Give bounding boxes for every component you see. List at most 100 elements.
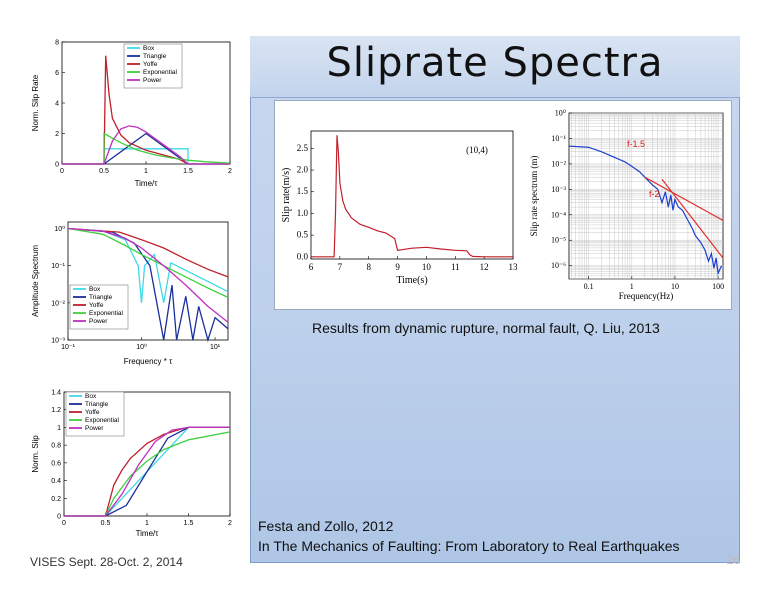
y-tick-label: 2.0 [297, 165, 309, 175]
series-line-power [62, 125, 230, 165]
legend-label-yoffe: Yoffe [89, 302, 104, 309]
legend-label-exponential: Exponential [143, 69, 178, 76]
y-tick-label: 10⁻² [551, 159, 566, 168]
x-tick-label: 2 [228, 168, 232, 175]
legend-label-yoffe: Yoffe [143, 61, 158, 68]
series-line-data [568, 145, 723, 276]
y-tick-label: 0.2 [51, 496, 61, 503]
caption-source-line2: In The Mechanics of Faulting: From Labor… [258, 538, 680, 554]
legend-label-power: Power [85, 425, 104, 432]
y-tick-label: 10⁻³ [51, 338, 65, 345]
y-tick-label: 1.5 [297, 186, 309, 196]
figure-dynamic-rupture: 6 7 8 9 10 11 12 13 0.0 0.5 1.0 1.5 2.0 2.5 Time(s) Sli… [274, 100, 732, 310]
y-tick-label: 10⁻³ [551, 185, 566, 194]
series-line-exponential [62, 132, 231, 165]
y-tick-label: 8 [55, 40, 59, 47]
y-tick-label: 0 [55, 162, 59, 169]
series-line-exponential [67, 227, 229, 298]
y-tick-label: 1.4 [51, 390, 61, 397]
x-tick-label: 0 [60, 168, 64, 175]
x-tick-label: 0.5 [101, 520, 111, 527]
chart-amplitude-spectrum: 10⁻¹ 10⁰ 10¹ 10⁻³ 10⁻² 10⁻¹ 10⁰ Frequency * τ Am… [31, 221, 229, 366]
caption-source-line1: Festa and Zollo, 2012 [258, 518, 394, 534]
x-tick-label: 6 [309, 262, 314, 272]
legend-label-exponential: Exponential [89, 310, 124, 317]
y-tick-label: 0.4 [51, 478, 61, 485]
x-tick-label: 9 [395, 262, 400, 272]
legend-label-triangle: Triangle [89, 294, 113, 301]
chart-slip-rate-functions: 0 0.5 1 1.5 2 0 2 4 6 8 Time/τ Norm. Slip Rate BoxTr… [31, 40, 232, 189]
legend-label-triangle: Triangle [143, 53, 167, 60]
x-tick-label: 1.5 [183, 168, 193, 175]
y-tick-label: 10⁰ [54, 225, 65, 233]
plot-frame [568, 112, 724, 280]
title-bar [250, 36, 740, 98]
x-axis-label: Frequency(Hz) [619, 291, 673, 301]
chart-slip-rate-time: 6 7 8 9 10 11 12 13 0.0 0.5 1.0 1.5 2.0 2.5 Time(s) Sli… [281, 130, 519, 286]
series-line-data [311, 135, 513, 258]
x-tick-label: 10¹ [210, 344, 221, 351]
x-tick-label: 0 [62, 520, 66, 527]
x-tick-label: 1 [144, 168, 148, 175]
y-axis-label: Norm. Slip [31, 435, 40, 473]
y-axis-label: Amplitude Spectrum [31, 245, 40, 317]
x-tick-label: 7 [338, 262, 343, 272]
y-tick-label: 1.2 [51, 407, 61, 414]
series-line-exponential [64, 431, 231, 517]
x-tick-label: 10 [671, 282, 679, 291]
series-line-f-2-fit [661, 178, 724, 259]
y-tick-label: 0 [57, 514, 61, 521]
x-tick-label: 13 [509, 262, 519, 272]
legend-label-power: Power [143, 77, 162, 84]
x-tick-label: 8 [366, 262, 371, 272]
y-axis-label: Slip rate(m/s) [281, 168, 292, 223]
chart-slip-functions: 0 0.5 1 1.5 2 0 0.2 0.4 0.6 0.8 1 1.2 1.4 Time/τ Norm.… [31, 390, 232, 539]
legend-label-box: Box [143, 45, 155, 52]
y-axis-label: Slip rate spectrum (m) [529, 156, 539, 237]
legend-box [123, 43, 183, 89]
annotation-f-2: f-2 [649, 189, 660, 199]
y-tick-label: 10⁻⁶ [551, 261, 566, 270]
legend-label-box: Box [89, 286, 101, 293]
y-tick-label: 2.5 [297, 143, 309, 153]
annotation-f-1-5: f-1.5 [627, 139, 645, 149]
y-tick-label: 10⁻⁵ [551, 236, 566, 245]
x-tick-label: 1 [145, 520, 149, 527]
y-tick-label: 6 [55, 70, 59, 77]
figure-slip-rate-functions: 0 0.5 1 1.5 2 0 2 4 6 8 Time/τ Norm. Slip Rate Box Tr… [28, 30, 238, 200]
legend-label-triangle: Triangle [85, 401, 109, 408]
y-tick-label: 0.0 [297, 251, 309, 261]
chart-annotation: (10,4) [466, 145, 488, 155]
y-tick-label: 0.5 [297, 230, 309, 240]
legend-label-power: Power [89, 318, 108, 325]
y-tick-label: 10⁻⁴ [551, 210, 566, 219]
x-tick-label: 0.5 [99, 168, 109, 175]
series-line-power [64, 426, 230, 517]
x-tick-label: 10 [422, 262, 432, 272]
x-axis-label: Time(s) [396, 275, 427, 286]
x-axis-label: Frequency * τ [124, 357, 173, 366]
x-tick-label: 10⁰ [136, 343, 147, 351]
y-tick-label: 10⁻² [51, 300, 65, 307]
x-tick-label: 2 [228, 520, 232, 527]
y-tick-label: 2 [55, 131, 59, 138]
x-tick-label: 100 [712, 282, 724, 291]
y-tick-label: 10⁻¹ [551, 134, 566, 143]
x-tick-label: 11 [451, 262, 460, 272]
x-tick-label: 12 [480, 262, 489, 272]
x-tick-label: 1.5 [184, 520, 194, 527]
legend-label-yoffe: Yoffe [85, 409, 100, 416]
x-axis-label: Time/τ [136, 529, 160, 538]
slide-title: Sliprate Spectra [326, 40, 664, 86]
x-tick-label: 1 [630, 282, 634, 291]
plot-frame [310, 130, 514, 260]
footer-event: VISES Sept. 28-Oct. 2, 2014 [30, 555, 183, 569]
series-line-f-1-5-fit [644, 176, 724, 221]
x-tick-label: 10⁻¹ [61, 344, 75, 351]
series-line-box [67, 227, 229, 303]
figure-amplitude-spectrum: 10⁻¹ 10⁰ 10¹ 10⁻³ 10⁻² 10⁻¹ 10⁰ Frequency * τ Am… [28, 210, 238, 372]
figure-slip-functions: 0 0.5 1 1.5 2 0 0.2 0.4 0.6 0.8 1 1.2 1.4 Time/τ Norm.… [28, 382, 238, 542]
series-line-power [67, 227, 229, 323]
y-tick-label: 0.8 [51, 443, 61, 450]
y-tick-label: 4 [55, 101, 59, 108]
